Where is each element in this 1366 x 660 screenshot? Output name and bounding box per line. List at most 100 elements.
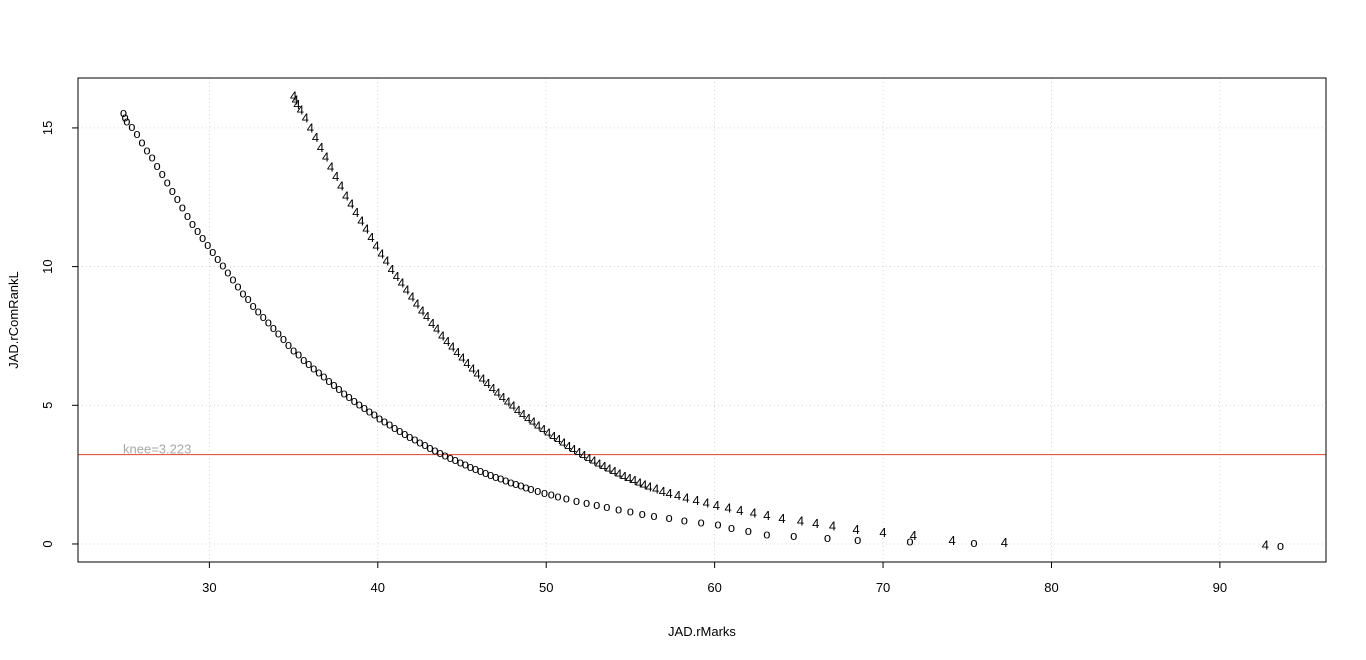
data-point: o (854, 532, 861, 547)
data-points: oooooooooooooooooooooooooooooooooooooooo… (120, 89, 1284, 553)
x-tick-label: 90 (1213, 580, 1227, 595)
data-point: o (148, 150, 155, 165)
data-point: o (1277, 538, 1284, 553)
data-point: 4 (640, 477, 647, 492)
data-point: 4 (474, 367, 481, 382)
x-axis-title: JAD.rMarks (668, 624, 736, 639)
data-point: 4 (585, 451, 592, 466)
data-point: o (426, 440, 433, 455)
data-point: o (174, 191, 181, 206)
data-point: o (512, 476, 519, 491)
data-point: 4 (559, 436, 566, 451)
data-point: 4 (610, 464, 617, 479)
data-point: 4 (713, 498, 720, 513)
data-point: 4 (666, 486, 673, 501)
data-point: 4 (332, 169, 339, 184)
data-point: o (330, 377, 337, 392)
data-point: o (179, 199, 186, 214)
data-point: 4 (290, 89, 297, 104)
data-point: 4 (438, 328, 445, 343)
data-point: o (315, 365, 322, 380)
data-point: 4 (383, 254, 390, 269)
data-point: o (639, 506, 646, 521)
data-point: o (522, 479, 529, 494)
data-point: o (906, 534, 913, 549)
data-point: 4 (595, 456, 602, 471)
data-point: o (477, 463, 484, 478)
data-point: o (214, 251, 221, 266)
data-point: o (189, 216, 196, 231)
data-point: 4 (443, 334, 450, 349)
data-point: o (507, 474, 514, 489)
data-point: 4 (484, 376, 491, 391)
data-point: o (209, 244, 216, 259)
data-point: 4 (292, 93, 299, 108)
data-point: 4 (645, 479, 652, 494)
data-point: 4 (433, 322, 440, 337)
y-tick-label: 10 (40, 259, 55, 273)
data-point: o (219, 258, 226, 273)
data-point: o (603, 499, 610, 514)
data-point: 4 (413, 297, 420, 312)
data-point: 4 (580, 448, 587, 463)
data-point: o (224, 265, 231, 280)
data-point: o (431, 442, 438, 457)
data-point: 4 (293, 97, 300, 112)
data-point: 4 (453, 345, 460, 360)
data-point: o (534, 483, 541, 498)
data-point: o (563, 491, 570, 506)
data-point: o (229, 272, 236, 287)
data-point: 4 (342, 188, 349, 203)
data-point: 4 (378, 247, 385, 262)
data-point: o (305, 356, 312, 371)
data-point: 4 (463, 356, 470, 371)
data-point: 4 (519, 407, 526, 422)
data-point: 4 (499, 390, 506, 405)
data-point: o (335, 381, 342, 396)
data-point: o (467, 459, 474, 474)
data-point: o (204, 237, 211, 252)
data-point: o (541, 485, 548, 500)
data-point: o (300, 352, 307, 367)
data-point: o (401, 426, 408, 441)
data-point: o (462, 457, 469, 472)
data-point: o (666, 510, 673, 525)
data-point: 4 (398, 276, 405, 291)
data-point: 4 (372, 238, 379, 253)
data-point: o (143, 143, 150, 158)
data-point: o (194, 223, 201, 238)
data-point: o (421, 437, 428, 452)
data-point: o (681, 512, 688, 527)
data-point: 4 (600, 459, 607, 474)
data-point: o (593, 497, 600, 512)
data-point: o (615, 502, 622, 517)
data-point: o (627, 504, 634, 519)
data-point: o (698, 515, 705, 530)
data-point: o (325, 373, 332, 388)
data-point: 4 (659, 484, 666, 499)
data-point: 4 (652, 482, 659, 497)
data-point: o (497, 471, 504, 486)
data-point: 4 (347, 197, 354, 212)
data-point: o (554, 488, 561, 503)
data-point: o (250, 298, 257, 313)
data-point: 4 (468, 362, 475, 377)
data-point: 4 (778, 511, 785, 526)
data-point: 4 (692, 493, 699, 508)
data-point: o (275, 326, 282, 341)
data-point: o (133, 126, 140, 141)
data-point: 4 (590, 454, 597, 469)
data-point: 4 (724, 500, 731, 515)
data-point: o (416, 434, 423, 449)
data-point: o (265, 315, 272, 330)
data-point: o (164, 175, 171, 190)
data-point: 4 (458, 351, 465, 366)
data-point: o (234, 279, 241, 294)
data-point: o (381, 414, 388, 429)
data-point: o (492, 469, 499, 484)
data-point: 4 (948, 533, 955, 548)
data-point: o (714, 517, 721, 532)
data-point: 4 (367, 230, 374, 245)
data-point: o (255, 303, 262, 318)
data-point: 4 (605, 462, 612, 477)
